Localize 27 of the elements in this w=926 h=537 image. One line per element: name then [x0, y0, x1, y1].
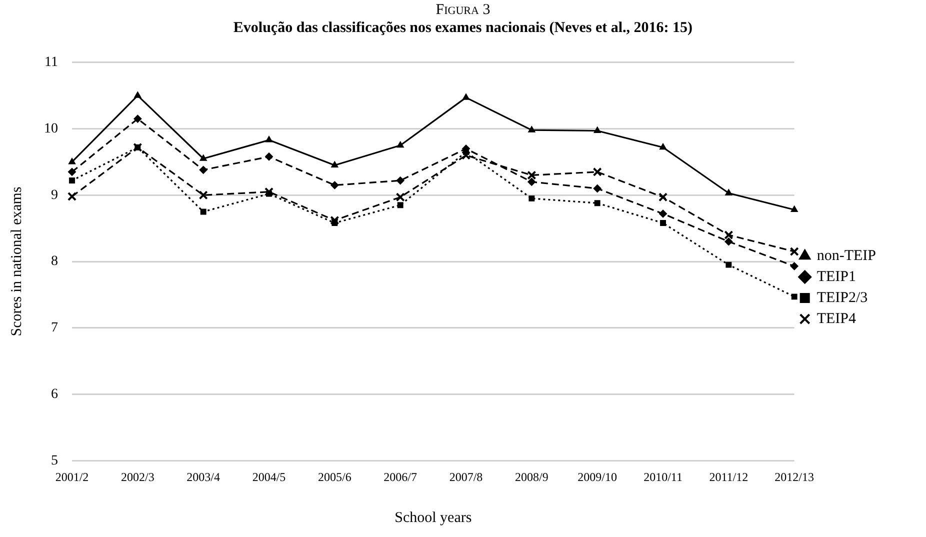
- y-tick-label: 10: [44, 121, 58, 136]
- x-tick-label: 2001/2: [55, 470, 89, 484]
- x-tick-label: 2010/11: [644, 470, 682, 484]
- x-axis-title: School years: [394, 510, 472, 526]
- y-axis-title: Scores in national exams: [8, 186, 25, 336]
- x-tick-label: 2011/12: [709, 470, 748, 484]
- y-tick-label: 5: [51, 453, 58, 468]
- y-tick-label: 11: [44, 55, 58, 70]
- x-tick-label: 2007/8: [449, 470, 483, 484]
- legend-label: non-TEIP: [816, 248, 876, 264]
- x-tick-label: 2005/6: [318, 470, 352, 484]
- x-tick-label: 2006/7: [384, 470, 418, 484]
- chart-subtitle: Evolução das classificações nos exames nacionais (Neves et al., 2016: 15): [232, 20, 694, 38]
- x-tick-label: 2003/4: [186, 470, 220, 484]
- y-tick-label: 9: [51, 188, 58, 203]
- legend-label: TEIP2/3: [816, 290, 868, 306]
- x-tick-label: 2004/5: [252, 470, 286, 484]
- chart-title: Figura 3: [434, 2, 492, 20]
- legend-label: TEIP1: [816, 268, 856, 285]
- y-tick-label: 7: [51, 320, 58, 336]
- x-tick-label: 2012/13: [774, 470, 814, 484]
- x-tick-label: 2009/10: [578, 470, 618, 484]
- x-tick-label: 2008/9: [515, 470, 548, 484]
- y-tick-label: 6: [51, 386, 58, 402]
- legend-label: TEIP4: [816, 310, 857, 327]
- y-tick-label: 8: [51, 254, 58, 270]
- x-tick-label: 2002/3: [120, 470, 154, 484]
